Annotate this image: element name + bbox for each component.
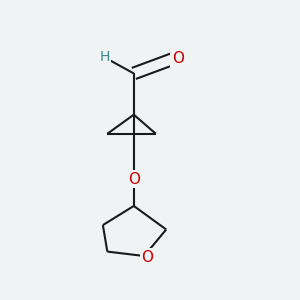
Text: O: O [141,250,153,265]
Text: H: H [99,50,110,64]
Text: O: O [172,51,184,66]
Text: O: O [128,172,140,187]
